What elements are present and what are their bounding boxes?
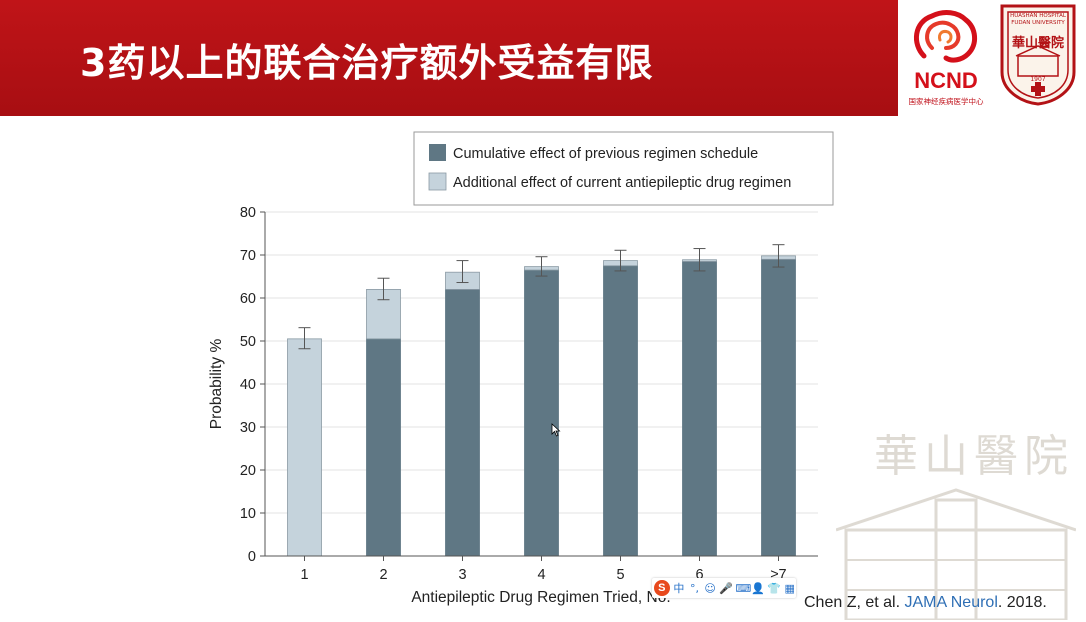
title-bar: 3药以上的联合治疗额外受益有限	[0, 0, 898, 116]
ime-emoji-icon[interactable]: ☺	[704, 581, 716, 595]
huashan-logo-year: 1907	[1030, 76, 1046, 83]
legend-label-cumulative: Cumulative effect of previous regimen sc…	[453, 146, 758, 162]
legend-swatch-cumulative	[429, 144, 446, 161]
ime-chinese-mode-button[interactable]: 中	[673, 582, 685, 595]
huashan-logo-ring-text: HUASHAN HOSPITAL FUDAN UNIVERSITY	[1010, 13, 1066, 26]
x-axis-label: Antiepileptic Drug Regimen Tried, No.	[411, 589, 670, 606]
x-tick-label: 5	[616, 567, 624, 583]
huashan-logo-name: 華山醫院	[1011, 36, 1064, 51]
watermark-building-icon	[836, 488, 1076, 620]
legend-box	[413, 131, 834, 206]
citation-journal: JAMA Neurol	[904, 594, 998, 611]
y-tick-label: 10	[240, 506, 256, 522]
citation-authors: Chen Z, et al.	[804, 594, 901, 611]
chart-error-bars	[298, 244, 785, 350]
x-tick-label: 2	[379, 567, 387, 583]
ime-user-icon[interactable]: 👤	[751, 581, 766, 595]
ime-skin-icon[interactable]: 👕	[767, 581, 782, 595]
mouse-cursor-icon	[551, 423, 561, 437]
ime-keyboard-icon[interactable]: ⌨	[735, 581, 752, 595]
bar-cumulative	[524, 269, 559, 557]
chart-legend: Cumulative effect of previous regimen sc…	[413, 131, 834, 206]
legend-label-additional: Additional effect of current antiepilept…	[453, 175, 791, 191]
y-tick-label: 70	[240, 248, 256, 264]
bar-additional	[287, 338, 322, 557]
y-tick-label: 60	[240, 291, 256, 307]
y-axis-label: Probability %	[208, 339, 225, 430]
bar-cumulative	[761, 258, 796, 557]
bar-cumulative	[682, 261, 717, 557]
ncnd-logo: NCND 国家神经疾病医学中心	[902, 4, 990, 114]
ncnd-logo-subtitle: 国家神经疾病医学中心	[908, 97, 984, 106]
ime-voice-icon[interactable]: 🎤	[719, 581, 734, 595]
x-tick-label: 3	[458, 567, 466, 583]
ncnd-logo-text: NCND	[914, 68, 978, 93]
ime-menu-icon[interactable]: ▦	[784, 581, 795, 595]
ime-logo-icon[interactable]: S	[654, 580, 670, 596]
y-tick-label: 50	[240, 334, 256, 350]
bar-cumulative	[603, 265, 638, 557]
ime-toolbar[interactable]: S 中 °, ☺ 🎤 ⌨ 👤 👕 ▦	[652, 578, 796, 598]
slide-title: 3药以上的联合治疗额外受益有限	[80, 41, 654, 85]
bar-chart: Cumulative effect of previous regimen sc…	[208, 131, 834, 606]
y-tick-label: 80	[240, 205, 256, 221]
x-tick-label: 6	[695, 567, 703, 583]
y-tick-label: 30	[240, 420, 256, 436]
ime-punctuation-button[interactable]: °,	[689, 581, 699, 595]
ncnd-emblem-icon	[914, 10, 977, 63]
chart-bars	[287, 255, 796, 557]
x-tick-label: 4	[537, 567, 545, 583]
x-tick-label: 1	[300, 567, 308, 583]
bar-cumulative	[366, 338, 401, 557]
huashan-hospital-logo: 華山醫院 HUASHAN HOSPITAL FUDAN UNIVERSITY 1…	[996, 2, 1080, 106]
y-tick-label: 20	[240, 463, 256, 479]
legend-swatch-additional	[428, 172, 447, 191]
bar-cumulative	[445, 288, 480, 557]
citation: Chen Z, et al. JAMA Neurol. 2018.	[804, 594, 1047, 612]
y-tick-label: 0	[248, 549, 256, 565]
y-tick-label: 40	[240, 377, 256, 393]
huashan-emblem-icon	[1000, 4, 1076, 106]
y-axis-ticks: 0 10 20 30 40 50 60 70 80	[240, 205, 265, 565]
citation-year: . 2018.	[997, 594, 1047, 611]
watermark: 華山醫院	[836, 420, 1076, 620]
watermark-text: 華山醫院	[874, 431, 1074, 482]
